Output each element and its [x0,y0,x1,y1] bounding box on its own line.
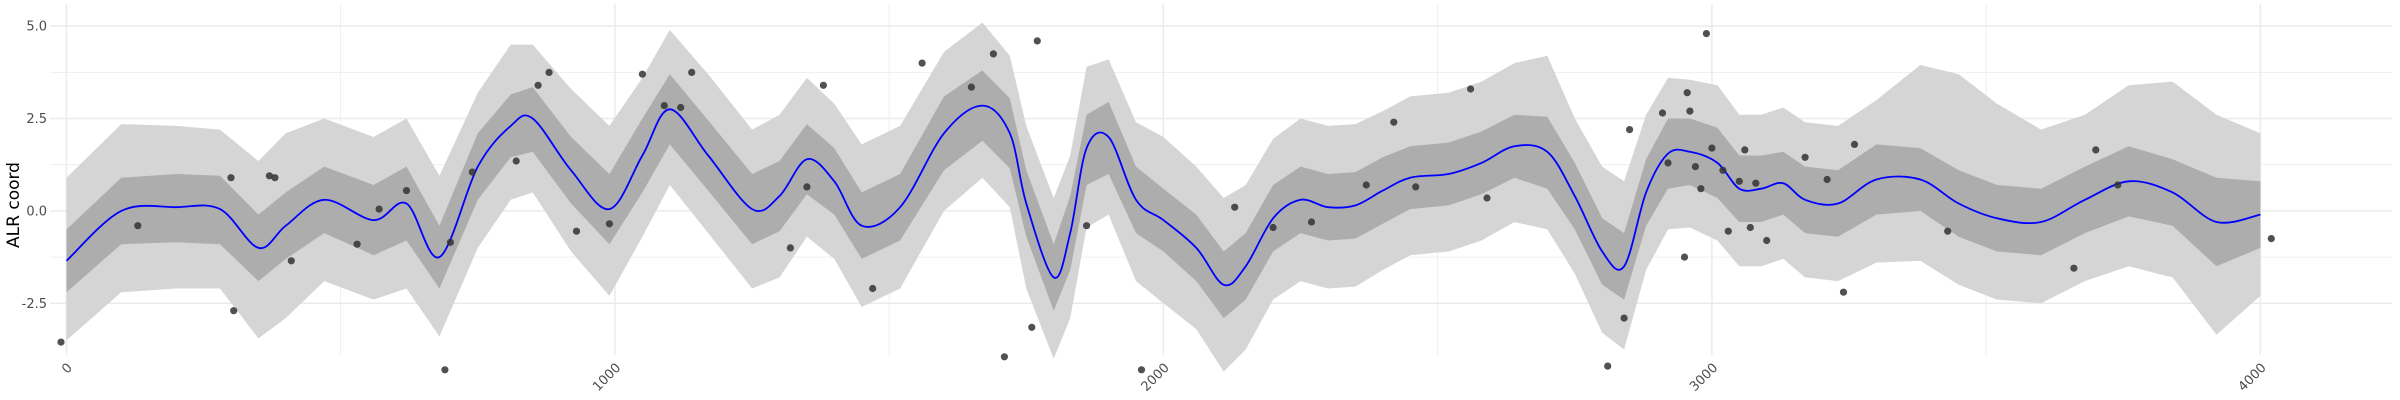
observation-point [1231,203,1239,211]
observation-point [967,83,976,91]
observation-point [1483,194,1491,202]
observation-point [819,81,828,89]
observation-point [1839,288,1848,296]
observation-point [446,238,454,246]
x-tick-label: 2000 [1139,361,1173,395]
confidence-bands [66,22,2261,372]
observation-point [265,172,273,180]
observation-point [1362,181,1370,189]
observation-point [688,68,696,76]
y-tick-label: -2.5 [22,297,47,312]
observation-point [1823,175,1831,184]
observation-point [786,244,795,252]
observation-point [2070,264,2078,272]
observation-point [1746,223,1754,232]
y-tick-label: 5.0 [26,20,47,35]
observation-point [1269,223,1277,232]
observation-point [1697,185,1705,193]
observation-point [512,157,520,165]
observation-point [1467,85,1475,93]
observation-point [638,70,647,78]
mean-line-layer [65,104,2261,287]
observation-point [1083,222,1091,230]
observation-point [271,174,279,182]
posterior-mean-line [65,104,2261,287]
observation-point [677,103,685,112]
observation-point [803,183,811,191]
observation-point [1620,314,1628,322]
y-tick-label: 2.5 [26,112,47,127]
y-axis: -2.5 0.0 2.5 5.0 [22,20,47,312]
observation-point [1724,227,1732,235]
observation-point [1658,109,1667,117]
observation-point [1604,362,1612,370]
observation-point [468,168,476,176]
observation-point [1626,126,1634,134]
observation-point [227,174,235,182]
inner-interval-band [66,70,2261,319]
observation-point [1683,89,1691,97]
observation-point [989,50,998,58]
observation-point [1752,179,1760,187]
observation-point [1686,107,1694,115]
observation-point [545,68,553,76]
observation-point [660,102,668,110]
x-tick-label: 4000 [2236,361,2270,395]
y-axis-title: ALR coord [4,162,24,248]
observation-points [57,29,2275,374]
observation-point [1944,227,1952,235]
observation-point [230,307,238,315]
observation-point [918,59,926,67]
observation-point [534,81,542,89]
x-axis: 0 1000 2000 3000 4000 [59,361,2269,395]
observation-point [2092,146,2100,154]
observation-point [2267,235,2275,243]
observation-point [57,338,65,346]
observation-point [1691,163,1699,171]
observation-point [1735,177,1743,185]
observation-point [1763,236,1771,245]
observation-point [402,187,411,195]
x-tick-label: 0 [59,361,75,377]
observation-point [1741,146,1749,154]
observation-point [1719,166,1727,174]
observation-point [1702,29,1710,38]
observation-point [353,240,361,248]
observation-point [1412,183,1420,191]
x-tick-label: 3000 [1687,361,1721,395]
observation-point [375,205,383,213]
observation-point [1000,353,1009,361]
x-tick-label: 1000 [590,361,624,395]
observation-point [1137,366,1146,374]
observation-point [2114,181,2122,189]
observation-point [134,222,142,230]
observation-point [1664,159,1672,167]
observation-point [869,284,877,293]
observation-point [287,257,295,265]
observation-point [1307,218,1316,226]
observation-point [1680,253,1689,261]
plot-panel [50,4,2392,374]
observation-point [605,220,614,228]
observation-point [441,366,449,374]
y-tick-label: 0.0 [26,204,47,219]
observation-point [572,227,581,235]
observation-point [1850,140,1859,148]
observation-point [1033,37,1041,45]
observation-point [1028,323,1036,331]
observation-point [1390,118,1398,126]
observation-point [1801,153,1809,161]
observation-point [1708,144,1716,152]
